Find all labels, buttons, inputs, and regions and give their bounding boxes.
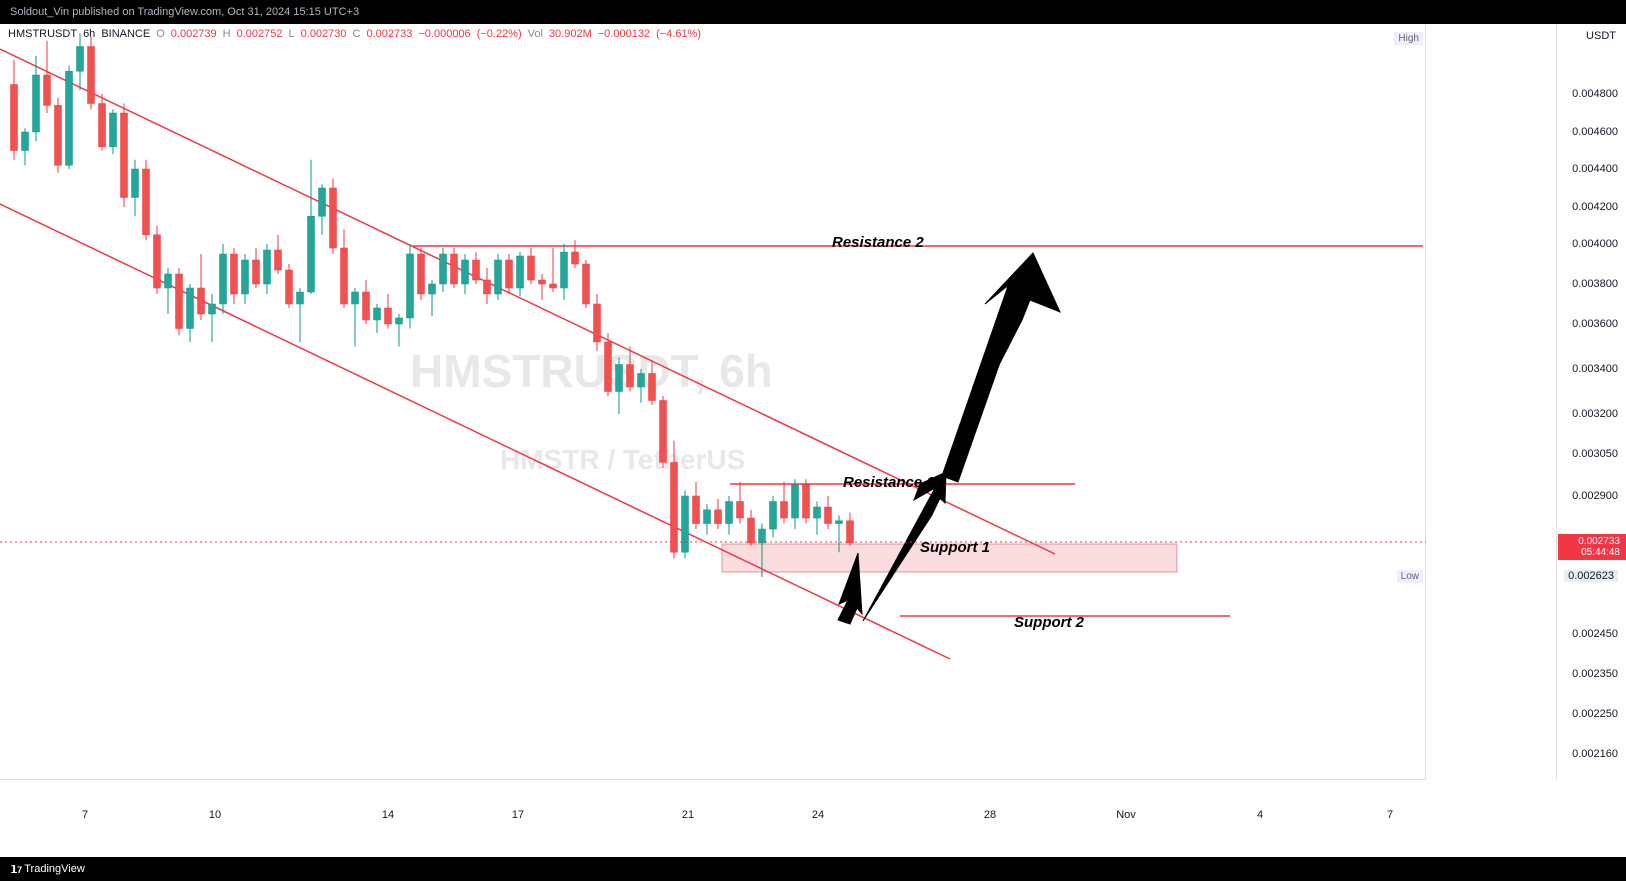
countdown-value: 05:44:48 xyxy=(1564,547,1620,558)
time-tick: 14 xyxy=(382,809,394,821)
label-resistance-1: Resistance 1 xyxy=(843,474,935,491)
price-tick: 0.003400 xyxy=(1572,363,1618,375)
legend-interval: 6h xyxy=(83,28,95,40)
label-support-2: Support 2 xyxy=(1014,614,1084,631)
tradingview-logo-icon: 𝟭7 xyxy=(10,863,24,876)
chart-plot-area[interactable]: HMSTRUSDT, 6h HMSTR / TetherUS Resistanc… xyxy=(0,24,1426,780)
price-tick: 0.004600 xyxy=(1572,126,1618,138)
legend-vol-change-pct: (−4.61%) xyxy=(656,28,701,40)
legend-change-pct: (−0.22%) xyxy=(477,28,522,40)
axis-currency: USDT xyxy=(1586,30,1616,42)
price-tick: 0.002160 xyxy=(1572,748,1618,760)
publisher-name: Soldout_Vin xyxy=(10,6,69,18)
time-tick: 4 xyxy=(1257,809,1263,821)
price-tick: 0.002250 xyxy=(1572,708,1618,720)
current-price-value: 0.002733 xyxy=(1564,536,1620,547)
label-resistance-2: Resistance 2 xyxy=(832,234,924,251)
price-axis[interactable]: USDT 0.004800 0.004600 0.004400 0.004200 0.0… xyxy=(1556,24,1626,780)
label-support-1: Support 1 xyxy=(920,539,990,556)
time-tick: 21 xyxy=(682,809,694,821)
price-tick: 0.004800 xyxy=(1572,88,1618,100)
time-axis[interactable]: 7 10 14 17 21 24 28 Nov 4 7 xyxy=(0,803,1426,833)
current-price-label: 0.002733 05:44:48 xyxy=(1558,534,1626,560)
time-tick: 17 xyxy=(512,809,524,821)
chart-container: HMSTRUSDT, 6h HMSTR / TetherUS Resistanc… xyxy=(0,24,1626,857)
legend-symbol: HMSTRUSDT xyxy=(8,28,77,40)
chart-svg xyxy=(0,24,1426,780)
time-tick: 28 xyxy=(984,809,996,821)
price-tick: 0.004200 xyxy=(1572,201,1618,213)
time-tick: 24 xyxy=(812,809,824,821)
price-tick: 0.002450 xyxy=(1572,628,1618,640)
legend-open: 0.002739 xyxy=(171,28,217,40)
price-tick: 0.003600 xyxy=(1572,318,1618,330)
low-price-value: 0.002623 xyxy=(1564,570,1618,582)
footer-logo-text: TradingView xyxy=(24,863,85,875)
legend-change: −0.000006 xyxy=(418,28,470,40)
price-tick: 0.003200 xyxy=(1572,408,1618,420)
high-marker: High xyxy=(1394,32,1423,45)
price-tick: 0.003800 xyxy=(1572,278,1618,290)
chart-legend: HMSTRUSDT 6h BINANCE O0.002739 H0.002752… xyxy=(8,28,701,40)
legend-exchange: BINANCE xyxy=(101,28,150,40)
watermark-symbol: HMSTRUSDT, 6h xyxy=(410,344,773,398)
legend-vol-change: −0.000132 xyxy=(598,28,650,40)
time-tick: 10 xyxy=(209,809,221,821)
legend-high: 0.002752 xyxy=(237,28,283,40)
legend-vol: 30.902M xyxy=(549,28,592,40)
low-marker: Low xyxy=(1397,570,1423,583)
price-tick: 0.003050 xyxy=(1572,448,1618,460)
legend-close: 0.002733 xyxy=(366,28,412,40)
legend-low: 0.002730 xyxy=(301,28,347,40)
price-tick: 0.002900 xyxy=(1572,490,1618,502)
time-tick: 7 xyxy=(1387,809,1393,821)
footer-bar: 𝟭7 TradingView xyxy=(0,857,1626,881)
price-tick: 0.002350 xyxy=(1572,668,1618,680)
publish-header: Soldout_Vin published on TradingView.com… xyxy=(0,0,1626,24)
time-tick: Nov xyxy=(1116,809,1136,821)
price-tick: 0.004000 xyxy=(1572,238,1618,250)
price-tick: 0.004400 xyxy=(1572,163,1618,175)
time-tick: 7 xyxy=(82,809,88,821)
publish-meta: published on TradingView.com, Oct 31, 20… xyxy=(72,6,359,18)
watermark-desc: HMSTR / TetherUS xyxy=(500,444,745,476)
